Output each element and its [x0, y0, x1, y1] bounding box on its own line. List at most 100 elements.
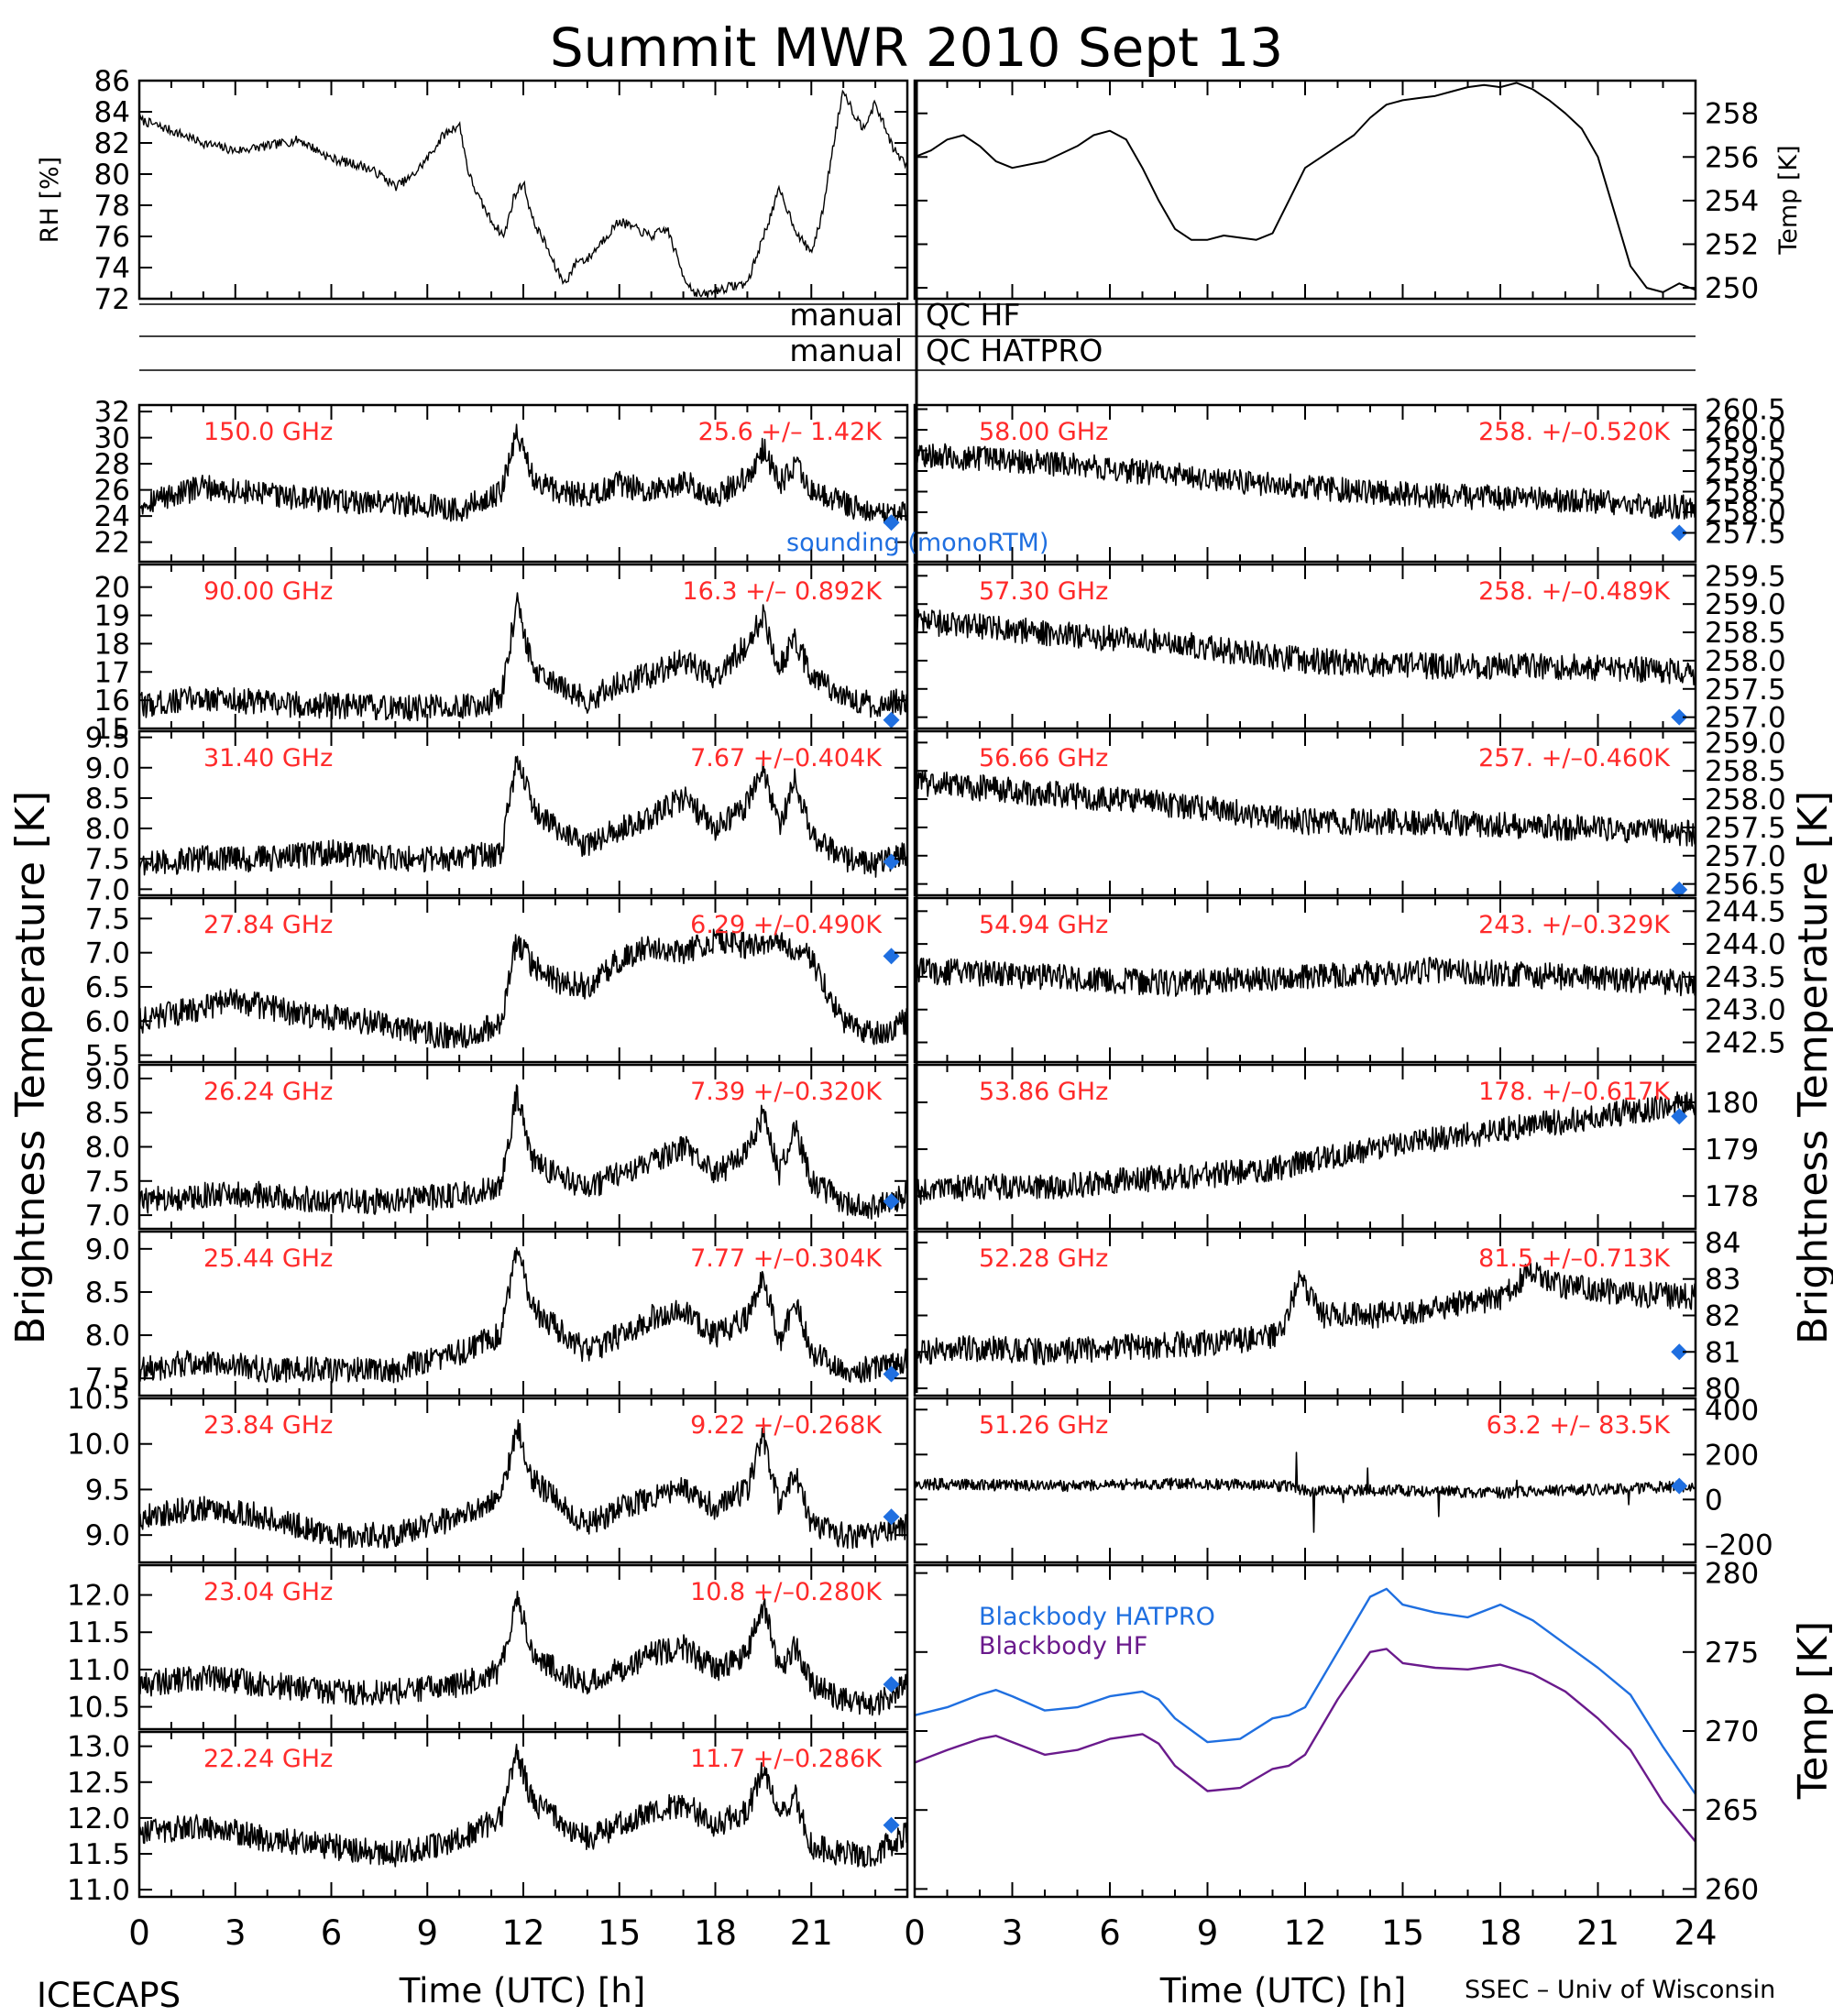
- c5494-ytick-label: 244.0: [1705, 928, 1786, 961]
- c5800-ytick-label: 258.5: [1705, 477, 1786, 509]
- blackbody-ytick-label: 260: [1705, 1873, 1759, 1906]
- c5666-ytick-label: 257.0: [1705, 840, 1786, 873]
- x-tick-label-right: 3: [1002, 1913, 1024, 1953]
- c90-sounding-marker: [883, 711, 900, 729]
- c5800-frequency-label: 58.00 GHz: [979, 418, 1108, 446]
- c2224-series-line: [138, 1743, 908, 1868]
- x-tick-label-left: 3: [225, 1913, 247, 1953]
- x-tick-label-left: 21: [790, 1913, 833, 1953]
- c2784-ytick-label: 7.5: [85, 903, 130, 936]
- qc-hf-left-label: manual: [789, 297, 903, 333]
- c2544-stat-label: 7.77 +/–0.304K: [690, 1244, 883, 1273]
- x-tick-label-right: 15: [1381, 1913, 1424, 1953]
- x-tick-label-right: 12: [1283, 1913, 1326, 1953]
- c2624-ytick-label: 7.5: [85, 1166, 130, 1199]
- c5800-ytick-label: 259.5: [1705, 435, 1786, 468]
- rh-panel-frame: [137, 79, 909, 301]
- qc-hatpro-left-label: manual: [789, 333, 903, 368]
- c5126-ytick-label: –200: [1705, 1528, 1773, 1561]
- c90-ytick-label: 17: [94, 656, 130, 689]
- c5126-frequency-label: 51.26 GHz: [979, 1411, 1108, 1440]
- c3140-ytick-label: 9.0: [85, 752, 130, 785]
- c5228-ytick-label: 83: [1705, 1264, 1740, 1297]
- c3140-ytick-label: 7.5: [85, 843, 130, 876]
- c5800-ytick-label: 260.0: [1705, 414, 1786, 447]
- rh-ytick-label: 80: [94, 159, 130, 192]
- rh-ytick-label: 84: [94, 96, 130, 129]
- c90-ytick-label: 19: [94, 600, 130, 633]
- c5494-ytick-label: 244.5: [1705, 895, 1786, 928]
- rh-axis-label: RH [%]: [36, 157, 64, 243]
- c2304-ytick-label: 11.5: [67, 1616, 130, 1649]
- c3140-series-line: [138, 755, 908, 878]
- x-tick-label-right: 24: [1674, 1913, 1717, 1953]
- c2224-ytick-label: 12.0: [67, 1802, 130, 1835]
- c2224-ytick-label: 11.5: [67, 1838, 130, 1871]
- temp-panel-frame: [913, 79, 1697, 301]
- c5494-ytick-label: 243.0: [1705, 994, 1786, 1027]
- c5800-ytick-label: 257.5: [1705, 518, 1786, 551]
- c2224-ytick-label: 13.0: [67, 1731, 130, 1764]
- c2304-ytick-label: 10.5: [67, 1692, 130, 1725]
- c5228-ytick-label: 81: [1705, 1336, 1740, 1369]
- c5666-frequency-label: 56.66 GHz: [979, 744, 1108, 772]
- temp-series-line: [914, 82, 1696, 293]
- rh-ytick-label: 78: [94, 190, 130, 223]
- c2384-series-line: [138, 1419, 908, 1550]
- c5666-sounding-marker: [1671, 881, 1688, 898]
- c90-stat-label: 16.3 +/– 0.892K: [682, 577, 883, 606]
- c5126-sounding-marker: [1671, 1477, 1688, 1495]
- c2624-series-line: [138, 1084, 908, 1220]
- x-axis-label-left: Time (UTC) [h]: [399, 1971, 646, 2011]
- c2224-ytick-label: 12.5: [67, 1767, 130, 1800]
- c2224-ytick-label: 11.0: [67, 1874, 130, 1907]
- blackbody-series-1: [914, 1648, 1696, 1843]
- c2544-ytick-label: 8.0: [85, 1320, 130, 1353]
- c2224-stat-label: 11.7 +/–0.286K: [690, 1745, 883, 1773]
- x-axis-label-right: Time (UTC) [h]: [1159, 1971, 1407, 2011]
- c2304-ytick-label: 12.0: [67, 1580, 130, 1613]
- qc-hf-right-label: QC HF: [926, 297, 1020, 333]
- temp-ytick-label: 250: [1705, 272, 1759, 305]
- blackbody-hatpro-legend: Blackbody HATPRO: [979, 1603, 1215, 1631]
- c3140-ytick-label: 7.0: [85, 873, 130, 906]
- brightness-temperature-right-label: Brightness Temperature [K]: [1790, 791, 1833, 1344]
- qc-section: manual QC HF manual QC HATPRO: [789, 297, 1103, 368]
- c2544-ytick-label: 7.5: [85, 1363, 130, 1396]
- c2784-frequency-label: 27.84 GHz: [203, 911, 333, 939]
- c5800-ytick-label: 259.0: [1705, 455, 1786, 488]
- c3140-stat-label: 7.67 +/–0.404K: [690, 744, 883, 772]
- temp-top-axis-label: Temp [K]: [1774, 145, 1803, 255]
- c2304-stat-label: 10.8 +/–0.280K: [690, 1578, 883, 1606]
- x-tick-label-right: 9: [1197, 1913, 1219, 1953]
- c3140-ytick-label: 9.5: [85, 722, 130, 755]
- c5730-ytick-label: 258.0: [1705, 645, 1786, 678]
- c5386-series-line: [914, 1090, 1696, 1205]
- rh-ytick-label: 72: [94, 283, 130, 316]
- c2784-ytick-label: 7.0: [85, 937, 130, 970]
- c5228-ytick-label: 84: [1705, 1227, 1740, 1260]
- c3140-ytick-label: 8.5: [85, 783, 130, 816]
- c5730-ytick-label: 259.5: [1705, 560, 1786, 593]
- blackbody-hf-legend: Blackbody HF: [979, 1632, 1147, 1660]
- c150-ytick-label: 26: [94, 475, 130, 508]
- blackbody-ytick-label: 275: [1705, 1637, 1759, 1670]
- c2304-frequency-label: 23.04 GHz: [203, 1578, 333, 1606]
- rh-ytick-label: 86: [94, 65, 130, 98]
- c2624-ytick-label: 9.0: [85, 1063, 130, 1096]
- footer-ssec: SSEC – Univ of Wisconsin: [1465, 1976, 1775, 2004]
- c5800-ytick-label: 258.0: [1705, 497, 1786, 530]
- c2384-sounding-marker: [883, 1508, 900, 1526]
- x-tick-label-left: 15: [598, 1913, 641, 1953]
- c2784-stat-label: 6.29 +/–0.490K: [690, 911, 883, 939]
- c5666-ytick-label: 259.0: [1705, 727, 1786, 760]
- c5126-ytick-label: 400: [1705, 1394, 1759, 1427]
- c2624-ytick-label: 7.0: [85, 1200, 130, 1233]
- c5730-ytick-label: 259.0: [1705, 588, 1786, 621]
- c5666-series-line: [914, 770, 1696, 847]
- c90-frequency-label: 90.00 GHz: [203, 577, 333, 606]
- c2784-ytick-label: 5.5: [85, 1040, 130, 1073]
- c5386-ytick-label: 180: [1705, 1087, 1759, 1120]
- c150-stat-label: 25.6 +/– 1.42K: [698, 418, 884, 446]
